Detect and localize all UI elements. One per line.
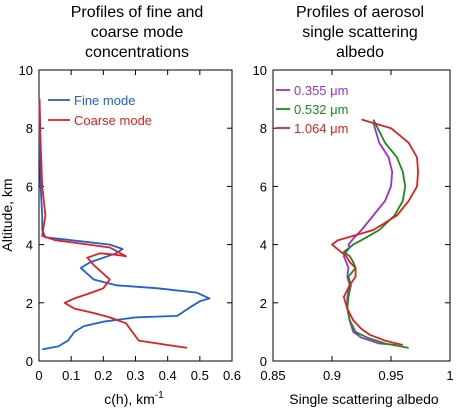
legend-label: 0.355 μm <box>294 83 348 98</box>
series-line-panel2-1 <box>342 119 409 349</box>
y-tick-label: 4 <box>260 238 267 253</box>
y-tick-label: 8 <box>260 121 267 136</box>
left-x-axis-label-main: c(h), km <box>104 391 155 407</box>
series-lines <box>38 99 420 351</box>
right-plot-frame <box>272 69 451 362</box>
legends: Fine mode Coarse mode 0.355 μm 0.532 μm 1.06… <box>48 83 348 136</box>
series-line-panel2-2 <box>331 118 420 346</box>
legend-label: 0.532 μm <box>294 102 348 117</box>
left-x-axis-label: c(h), km-1 <box>104 390 164 407</box>
series-line-panel1-1 <box>38 99 188 349</box>
x-tick-label: 0.6 <box>223 368 241 383</box>
x-tick-label: 0.9 <box>323 368 341 383</box>
x-tick-label: 0 <box>35 368 42 383</box>
right-title-line-2: single scattering <box>302 24 418 41</box>
y-tick-label: 2 <box>260 296 267 311</box>
left-title-line-2: coarse mode <box>91 24 184 41</box>
x-tick-label: 0.2 <box>94 368 112 383</box>
y-tick-label: 0 <box>260 354 267 369</box>
x-tick-label: 0.1 <box>62 368 80 383</box>
right-title-line-3: albedo <box>336 44 384 61</box>
series-line-panel2-0 <box>342 122 397 346</box>
left-y-axis-label: Altitude, km <box>0 178 15 251</box>
x-tick-label: 0.95 <box>378 368 403 383</box>
y-tick-label: 2 <box>26 296 33 311</box>
legend-label: Fine mode <box>74 93 135 108</box>
x-tick-label: 1 <box>446 368 453 383</box>
legend-label: 1.064 μm <box>294 121 348 136</box>
series-line-panel1-0 <box>38 99 211 351</box>
x-tick-label: 0.4 <box>159 368 177 383</box>
left-x-axis-label-sup: -1 <box>155 390 164 401</box>
right-x-axis-label: Single scattering albedo <box>289 391 439 407</box>
y-tick-label: 6 <box>260 179 267 194</box>
y-tick-label: 8 <box>26 121 33 136</box>
y-tick-label: 10 <box>19 63 33 78</box>
x-tick-label: 0.85 <box>260 368 285 383</box>
y-tick-label: 4 <box>26 238 33 253</box>
x-tick-label: 0.5 <box>191 368 209 383</box>
right-title-line-1: Profiles of aerosol <box>296 4 424 21</box>
x-tick-label: 0.3 <box>126 368 144 383</box>
left-title-line-3: concentrations <box>85 44 189 61</box>
y-tick-label: 10 <box>253 63 267 78</box>
y-tick-label: 6 <box>26 179 33 194</box>
left-title-line-1: Profiles of fine and <box>71 4 204 21</box>
legend-label: Coarse mode <box>74 113 152 128</box>
y-tick-label: 0 <box>26 354 33 369</box>
